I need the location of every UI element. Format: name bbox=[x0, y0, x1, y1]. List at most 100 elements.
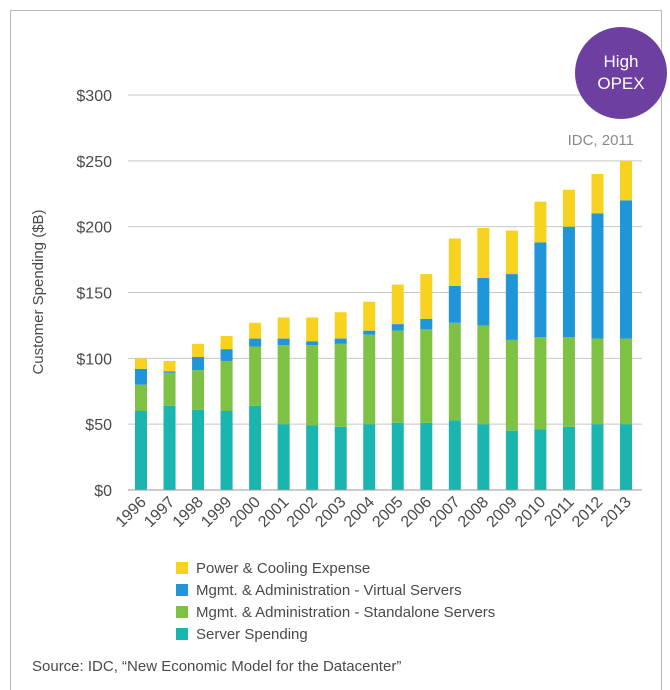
y-tick-label: $250 bbox=[76, 154, 112, 171]
gridlines bbox=[128, 94, 642, 425]
bar-segment bbox=[477, 227, 490, 279]
bar-segment bbox=[477, 325, 490, 425]
bar-segment bbox=[306, 345, 319, 426]
bar-segment bbox=[249, 322, 262, 339]
x-tick-label: 2004 bbox=[341, 494, 378, 531]
bar-segment bbox=[135, 368, 147, 385]
source-caption: Source: IDC, “New Economic Model for the… bbox=[32, 658, 402, 675]
bar-segment bbox=[220, 335, 233, 350]
x-tick-label: 1999 bbox=[198, 494, 235, 531]
bar-segment bbox=[420, 318, 433, 330]
x-tick-label: 1998 bbox=[170, 494, 207, 531]
y-tick-label: $200 bbox=[76, 220, 112, 237]
bar-segment bbox=[220, 411, 233, 490]
bar-segment bbox=[192, 370, 205, 410]
x-tick-label: 2012 bbox=[569, 494, 606, 531]
x-tick-label: 2011 bbox=[541, 494, 577, 530]
bar-segment bbox=[135, 411, 147, 490]
x-tick-label: 1997 bbox=[141, 494, 178, 531]
x-tick-label: 2006 bbox=[398, 494, 435, 531]
badge-line1: High bbox=[603, 52, 639, 71]
bar-segment bbox=[363, 301, 376, 331]
y-tick-label: $100 bbox=[76, 351, 112, 368]
bar-segment bbox=[277, 317, 290, 339]
y-tick-label: $150 bbox=[76, 286, 112, 303]
x-tick-label: 2001 bbox=[255, 494, 292, 531]
bar-segment bbox=[391, 324, 404, 331]
y-axis-ticks: $0 $50 $100 $150 $200 $250 $300 bbox=[76, 88, 112, 500]
bar-segment bbox=[192, 409, 205, 490]
y-tick-label: $300 bbox=[76, 88, 112, 105]
bar-segment bbox=[620, 338, 632, 425]
x-tick-label: 2010 bbox=[512, 494, 549, 531]
bars bbox=[135, 160, 632, 490]
bar-segment bbox=[420, 329, 433, 423]
badge-line2: OPEX bbox=[597, 74, 645, 93]
bar-segment bbox=[277, 424, 290, 490]
bar-segment bbox=[448, 420, 461, 490]
bar-segment bbox=[334, 343, 347, 427]
bar-segment bbox=[334, 426, 347, 490]
bar-segment bbox=[620, 424, 632, 490]
bar-segment bbox=[505, 339, 518, 431]
bar-segment bbox=[135, 384, 147, 411]
bar-segment bbox=[448, 322, 461, 421]
x-tick-label: 2013 bbox=[598, 494, 635, 531]
bar-segment bbox=[135, 358, 147, 369]
bar-segment bbox=[192, 357, 205, 371]
bar-segment bbox=[391, 330, 404, 423]
bar-segment bbox=[163, 372, 176, 406]
y-axis-label: Customer Spending ($B) bbox=[30, 209, 47, 374]
bar-segment bbox=[620, 160, 632, 201]
bar-segment bbox=[505, 230, 518, 275]
source-note: IDC, 2011 bbox=[568, 132, 634, 149]
bar-segment bbox=[448, 238, 461, 286]
bar-segment bbox=[448, 285, 461, 323]
x-tick-label: 1996 bbox=[113, 494, 150, 531]
bar-segment bbox=[534, 429, 547, 490]
x-tick-label: 2005 bbox=[369, 494, 406, 531]
x-tick-label: 2008 bbox=[455, 494, 492, 531]
bar-segment bbox=[363, 330, 376, 335]
legend: Power & Cooling Expense Mgmt. & Administr… bbox=[176, 560, 495, 643]
bar-segment bbox=[505, 274, 518, 340]
x-axis-ticks: 1996199719981999200020012002200320042005… bbox=[113, 494, 635, 531]
bar-segment bbox=[249, 338, 262, 347]
x-tick-label: 2009 bbox=[484, 494, 521, 531]
x-tick-label: 2000 bbox=[227, 494, 264, 531]
bar-segment bbox=[220, 349, 233, 361]
bar-segment bbox=[163, 405, 176, 490]
bar-segment bbox=[249, 405, 262, 490]
bar-segment bbox=[420, 422, 433, 490]
legend-swatch bbox=[176, 606, 188, 618]
bar-segment bbox=[562, 189, 575, 227]
legend-label: Server Spending bbox=[196, 626, 308, 643]
bar-segment bbox=[163, 360, 176, 372]
bar-segment bbox=[534, 242, 547, 338]
bar-segment bbox=[363, 424, 376, 490]
bar-segment bbox=[306, 317, 319, 342]
bar-segment bbox=[192, 343, 205, 358]
bar-segment bbox=[591, 338, 604, 425]
legend-swatch bbox=[176, 628, 188, 640]
bar-segment bbox=[591, 424, 604, 490]
legend-swatch bbox=[176, 584, 188, 596]
bar-segment bbox=[534, 201, 547, 243]
bar-segment bbox=[363, 334, 376, 425]
bar-segment bbox=[391, 284, 404, 325]
bar-segment bbox=[306, 425, 319, 490]
bar-segment bbox=[334, 312, 347, 339]
legend-swatch bbox=[176, 562, 188, 574]
x-tick-label: 2002 bbox=[284, 494, 321, 531]
bar-segment bbox=[477, 424, 490, 490]
y-tick-label: $50 bbox=[85, 417, 112, 434]
legend-label: Mgmt. & Administration - Virtual Servers bbox=[196, 582, 462, 599]
bar-segment bbox=[505, 430, 518, 490]
bar-segment bbox=[420, 274, 433, 319]
bar-segment bbox=[591, 174, 604, 214]
x-tick-label: 2003 bbox=[312, 494, 349, 531]
bar-segment bbox=[534, 337, 547, 430]
high-opex-badge: High OPEX bbox=[575, 27, 667, 119]
legend-label: Power & Cooling Expense bbox=[196, 560, 370, 577]
